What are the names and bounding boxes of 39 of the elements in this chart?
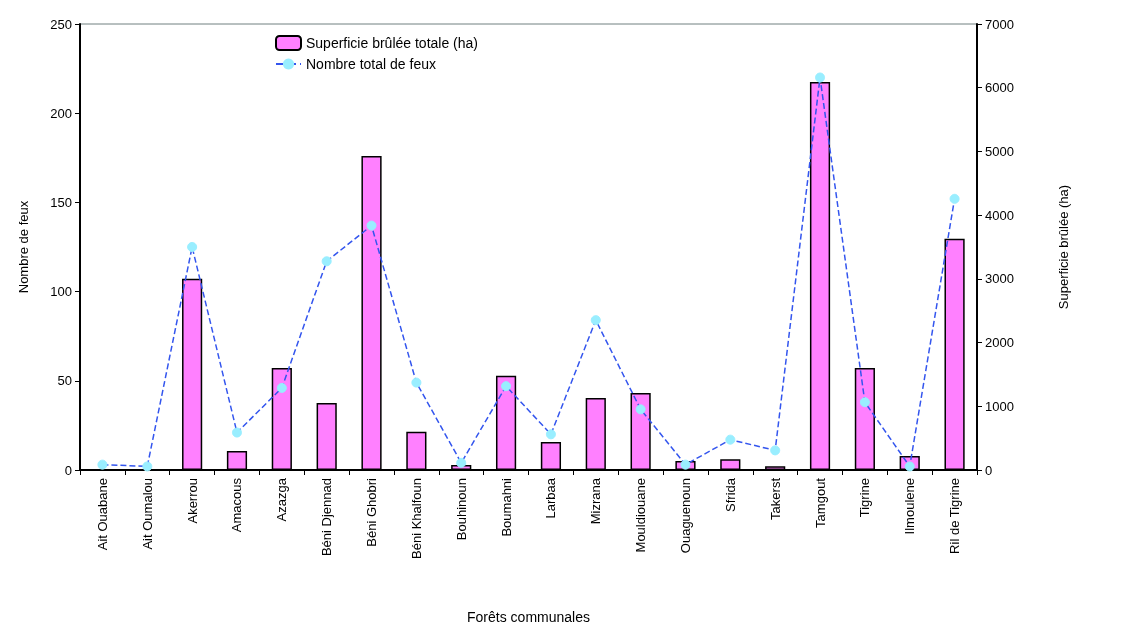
x-tick-label: Bouhinoun bbox=[453, 478, 469, 541]
y-tick-label: 150 bbox=[50, 194, 72, 210]
x-tick-label: Béni Djennad bbox=[319, 478, 335, 557]
y-tick-label: 50 bbox=[57, 373, 72, 389]
x-tick-label: Boumahni bbox=[498, 477, 514, 537]
x-axis-title: Forêts communales bbox=[467, 609, 590, 625]
x-tick-label: Béni Ghobri bbox=[364, 477, 380, 547]
x-tick-label: Béni Khalfoun bbox=[408, 478, 424, 559]
x-tick-label: Azazga bbox=[274, 477, 290, 522]
x-tick-label: Tamgout bbox=[812, 477, 828, 528]
y2-axis-title: Superficie brûlée (ha) bbox=[1056, 184, 1071, 310]
x-tick-label: Ouaguenoun bbox=[677, 478, 693, 554]
x-tick-label: Ait Oumalou bbox=[139, 478, 155, 550]
legend-label: Nombre total de feux bbox=[306, 56, 436, 72]
x-tick-label: Mizrana bbox=[588, 477, 604, 525]
y-axis-title: Nombre de feux bbox=[16, 200, 31, 294]
y-tick-label: 0 bbox=[64, 462, 72, 478]
x-tick-label: Larbaa bbox=[543, 477, 559, 519]
x-tick-label: Ait Ouabane bbox=[94, 478, 110, 551]
y2-tick-label: 3000 bbox=[985, 271, 1014, 287]
x-tick-label: Sfrida bbox=[722, 477, 738, 512]
y2-tick-label: 0 bbox=[985, 462, 993, 478]
legend-label: Superficie brûlée totale (ha) bbox=[306, 35, 478, 51]
y-tick-label: 250 bbox=[50, 16, 72, 32]
x-tick-label: Akerrou bbox=[184, 478, 200, 524]
y2-tick-label: 7000 bbox=[985, 16, 1014, 32]
y2-tick-label: 4000 bbox=[985, 207, 1014, 223]
y2-tick-label: 2000 bbox=[985, 335, 1014, 351]
x-tick-label: Mouldiouane bbox=[633, 478, 649, 553]
x-tick-label: Ilmoulene bbox=[902, 478, 918, 535]
y-tick-label: 200 bbox=[50, 105, 72, 121]
y2-tick-label: 1000 bbox=[985, 398, 1014, 414]
y2-tick-label: 6000 bbox=[985, 80, 1014, 96]
x-tick-label: Takerst bbox=[767, 477, 783, 520]
x-tick-label: Ril de Tigrine bbox=[947, 478, 963, 554]
x-tick-label: Amacous bbox=[229, 477, 245, 533]
y2-tick-label: 5000 bbox=[985, 143, 1014, 159]
x-tick-label: Tigrine bbox=[857, 478, 873, 518]
y-tick-label: 100 bbox=[50, 284, 72, 300]
